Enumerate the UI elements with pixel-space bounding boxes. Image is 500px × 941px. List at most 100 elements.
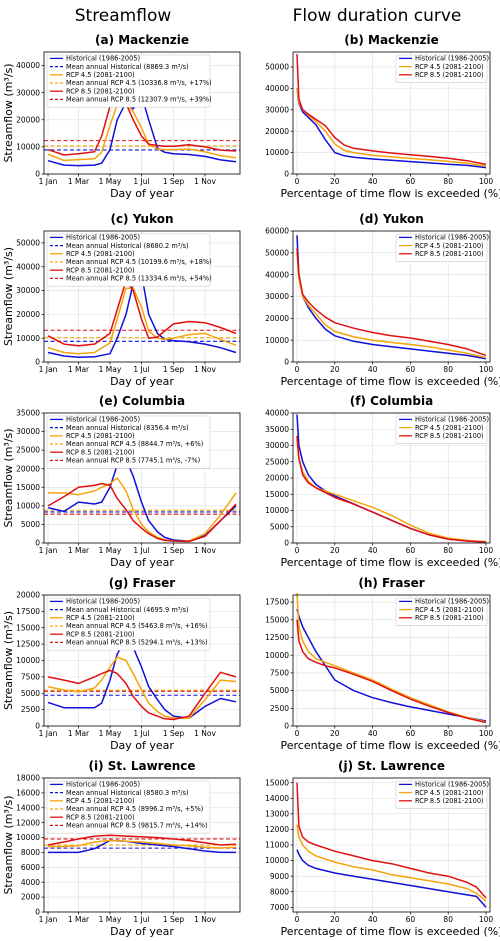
- x-tick-label: 1 Jan: [39, 915, 58, 924]
- x-axis-label: Percentage of time flow is exceeded (%): [281, 187, 500, 200]
- plot-frame: [43, 594, 241, 727]
- legend-label: RCP 4.5 (2081-2100): [415, 606, 484, 614]
- x-axis-label: Percentage of time flow is exceeded (%): [281, 556, 500, 569]
- legend-label: Mean annual RCP 4.5 (8844.7 m³/s, +6%): [66, 440, 203, 448]
- y-tick-label: 0: [35, 170, 40, 179]
- series-line-rcp85: [47, 669, 237, 721]
- y-axis-label: Streamflow (m³/s): [2, 63, 15, 162]
- x-axis-label: Day of year: [110, 925, 174, 938]
- x-tick-label: 40: [368, 546, 378, 555]
- legend-label: RCP 4.5 (2081-2100): [415, 789, 484, 797]
- y-axis-label: Streamflow (m³/s): [2, 428, 15, 527]
- panel-g: 0 2500 5000 7500 10000 12500 15000 17500 20000 1 …: [2, 576, 241, 752]
- legend: Historical (1986-2005)Mean annual Histor…: [46, 416, 211, 469]
- legend: Historical (1986-2005)RCP 4.5 (2081-2100…: [395, 415, 489, 444]
- x-tick-label: 0: [295, 365, 300, 374]
- y-tick-label: 40000: [265, 84, 289, 93]
- series-line-rcp45: [48, 839, 237, 849]
- series-line-rcp85: [47, 482, 237, 543]
- y-tick-label: 14000: [265, 794, 289, 803]
- y-tick-label: 30000: [265, 441, 289, 450]
- legend-box: [395, 597, 488, 626]
- x-tick-label: 1 Mar: [68, 546, 90, 555]
- x-tick-label: 100: [479, 177, 494, 186]
- x-tick-label: 1 May: [99, 915, 122, 924]
- x-tick-label: 0: [295, 915, 300, 924]
- legend-box: [46, 780, 211, 834]
- x-tick-label: 1 Sep: [163, 546, 185, 555]
- y-tick-label: 40000: [16, 262, 40, 271]
- y-tick-label: 2000: [21, 893, 40, 902]
- y-tick-label: 25000: [265, 457, 289, 466]
- legend-label: Mean annual RCP 4.5 (5463.8 m³/s, +16%): [66, 622, 208, 630]
- panel-i: 0 2000 4000 6000 8000 10000 12000 14000 16000 180…: [2, 759, 241, 938]
- series-line-rcp45: [47, 102, 237, 162]
- legend-label: Mean annual Historical (8869.3 m³/s): [66, 63, 189, 71]
- y-tick-label: 10000: [265, 336, 289, 345]
- x-tick-label: 1 Mar: [68, 729, 90, 738]
- x-tick-label: 60: [406, 915, 416, 924]
- panel-title: (e) Columbia: [99, 394, 185, 408]
- y-tick-label: 40000: [16, 61, 40, 70]
- legend-label: RCP 8.5 (2081-2100): [415, 250, 484, 258]
- x-tick-label: 1 Nov: [194, 729, 216, 738]
- y-tick-label: 7500: [270, 668, 289, 677]
- legend-box: [395, 415, 488, 444]
- legend-box: [46, 597, 211, 651]
- x-tick-label: 1 Jul: [133, 915, 149, 924]
- x-tick-label: 1 May: [99, 177, 122, 186]
- legend-label: Mean annual RCP 4.5 (10336.8 m³/s, +17%): [66, 79, 212, 87]
- y-tick-label: 8000: [270, 887, 289, 896]
- x-tick-label: 1 May: [99, 729, 122, 738]
- x-tick-label: 1 Sep: [163, 177, 185, 186]
- legend-label: Mean annual Historical (8356.4 m³/s): [66, 424, 189, 432]
- x-tick-label: 80: [443, 177, 453, 186]
- y-tick-label: 0: [284, 539, 289, 548]
- y-tick-label: 0: [284, 170, 289, 179]
- x-tick-label: 20: [330, 729, 340, 738]
- x-tick-label: 40: [368, 177, 378, 186]
- legend-label: Historical (1986-2005): [66, 55, 140, 63]
- legend-label: RCP 8.5 (2081-2100): [415, 432, 484, 440]
- legend-label: Mean annual RCP 4.5 (10199.6 m³/s, +18%): [66, 258, 212, 266]
- plot-frame: [292, 594, 491, 727]
- legend-label: Historical (1986-2005): [415, 416, 489, 424]
- y-tick-label: 8000: [21, 848, 40, 857]
- x-axis-label: Percentage of time flow is exceeded (%): [281, 739, 500, 752]
- legend-label: RCP 4.5 (2081-2100): [415, 424, 484, 432]
- panel-e: 0 5000 10000 15000 20000 25000 30000 35000 1 Jan…: [2, 394, 241, 569]
- plot-frame: [43, 51, 241, 175]
- x-tick-label: 1 Sep: [163, 915, 185, 924]
- y-tick-label: 13000: [265, 809, 289, 818]
- y-tick-label: 0: [35, 908, 40, 917]
- y-tick-label: 5000: [270, 686, 289, 695]
- y-tick-label: 0: [35, 722, 40, 731]
- series-line-rcp45: [296, 438, 487, 543]
- x-tick-label: 1 May: [99, 546, 122, 555]
- panel-title: (d) Yukon: [359, 212, 424, 226]
- legend-label: Historical (1986-2005): [66, 598, 140, 606]
- x-tick-label: 1 Jan: [39, 177, 58, 186]
- y-tick-label: 12500: [16, 640, 40, 649]
- right-column-title: Flow duration curve: [293, 6, 462, 26]
- x-axis-label: Day of year: [110, 556, 174, 569]
- series-line-rcp45: [296, 252, 487, 359]
- legend-label: Historical (1986-2005): [66, 234, 140, 242]
- y-axis-label: Streamflow (m³/s): [2, 611, 15, 710]
- x-tick-label: 1 Mar: [68, 915, 90, 924]
- y-tick-label: 30000: [265, 292, 289, 301]
- y-tick-label: 9000: [270, 872, 289, 881]
- x-tick-label: 80: [443, 546, 453, 555]
- y-tick-label: 15000: [265, 778, 289, 787]
- x-tick-label: 100: [479, 365, 494, 374]
- legend: Historical (1986-2005)RCP 4.5 (2081-2100…: [395, 234, 489, 262]
- legend: Historical (1986-2005)RCP 4.5 (2081-2100…: [395, 55, 489, 83]
- series-line-rcp85: [47, 93, 237, 156]
- left-column-title: Streamflow: [75, 6, 172, 26]
- panel-title: (f) Columbia: [350, 394, 433, 408]
- x-tick-label: 20: [330, 177, 340, 186]
- y-tick-label: 10000: [16, 833, 40, 842]
- legend-label: Historical (1986-2005): [415, 598, 489, 606]
- y-tick-label: 20000: [265, 474, 289, 483]
- x-tick-label: 60: [406, 177, 416, 186]
